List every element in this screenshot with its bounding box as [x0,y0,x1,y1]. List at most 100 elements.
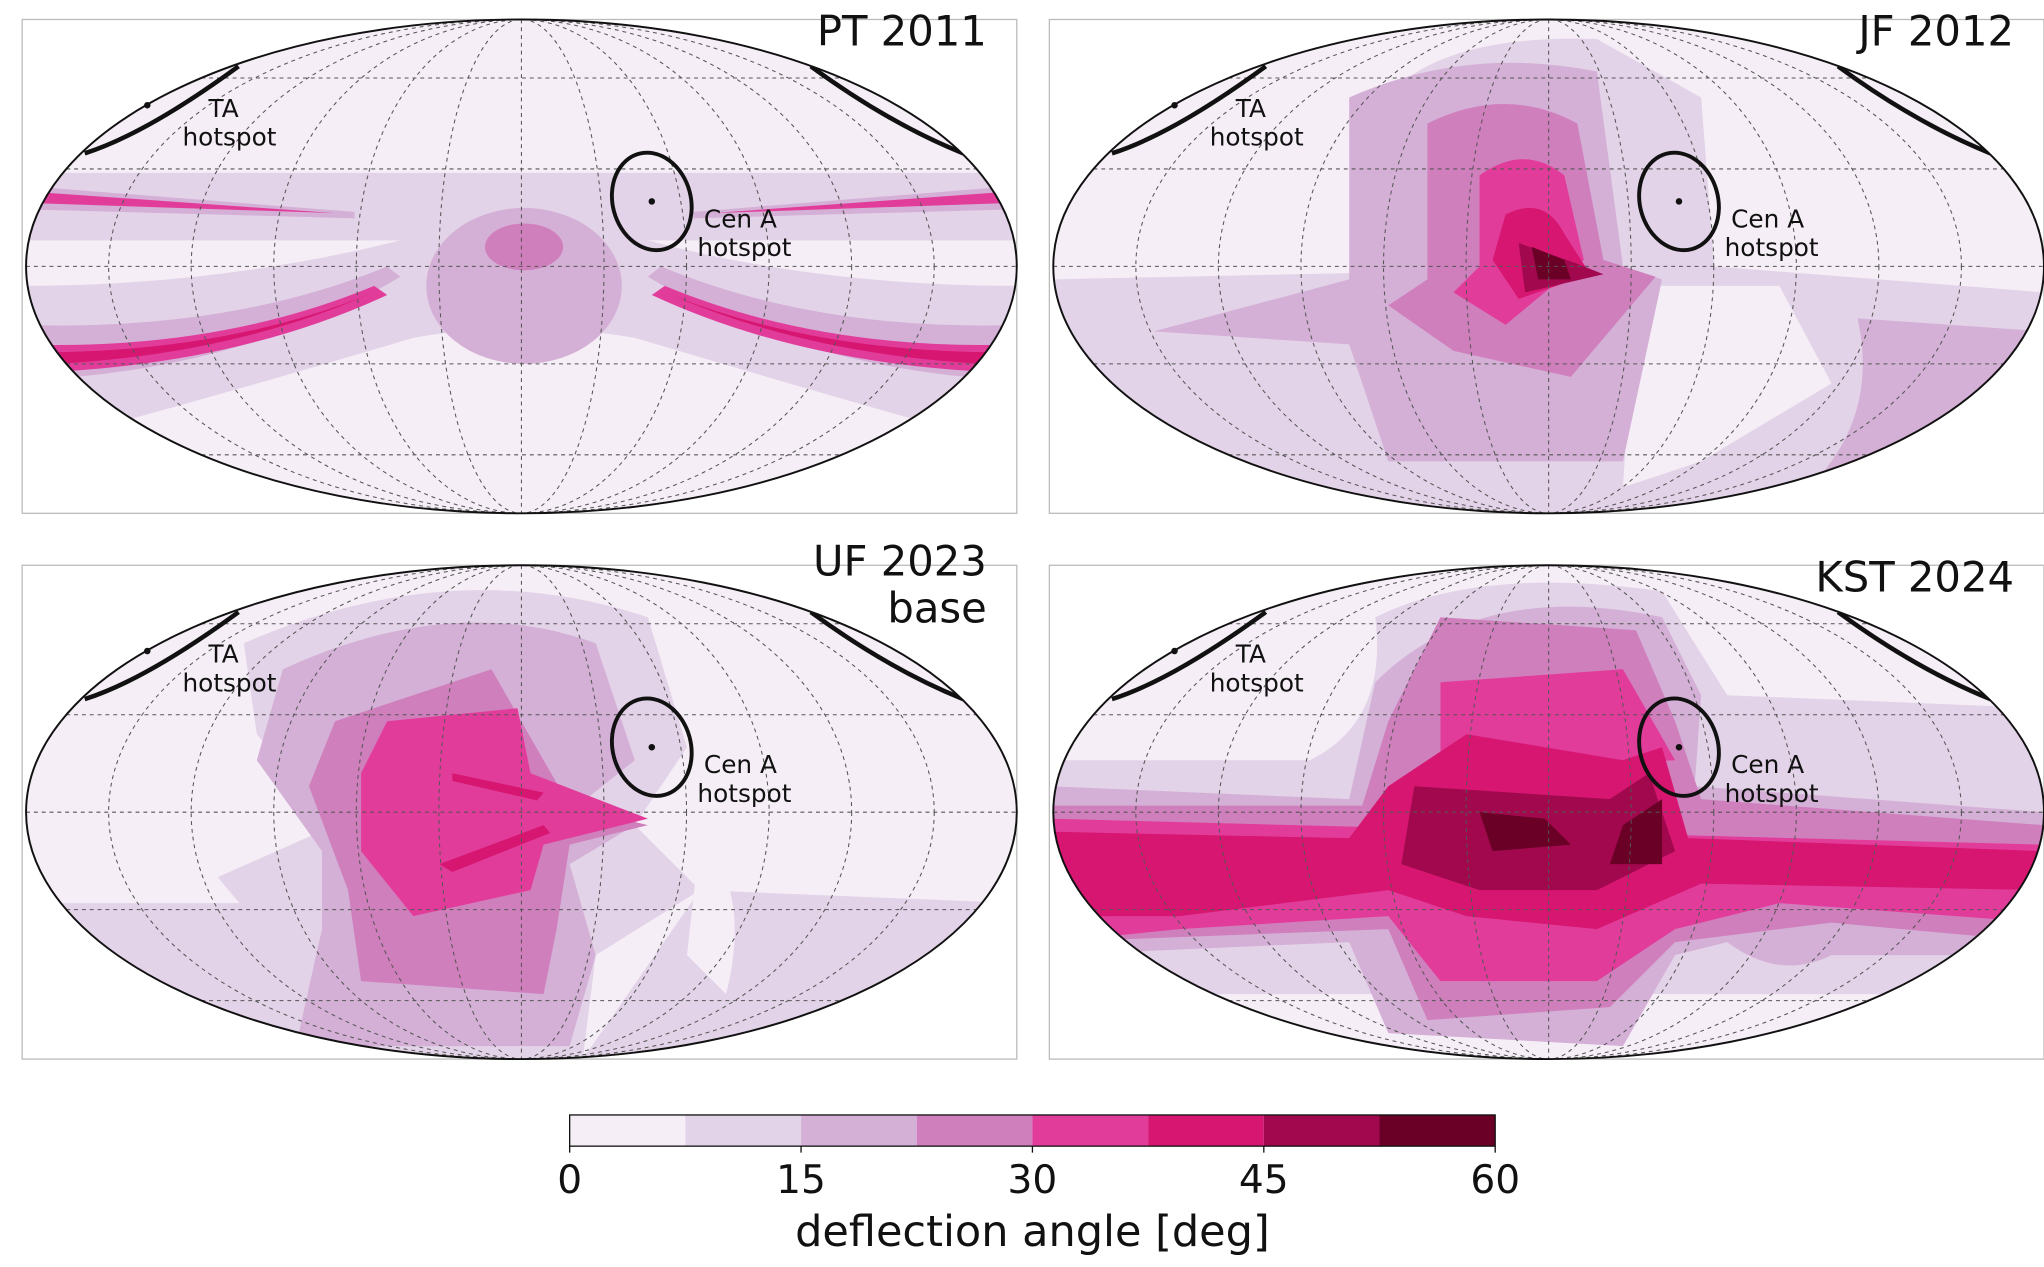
sky-map [1053,19,2044,514]
cena-center [648,743,656,751]
deflection-contour [26,217,1017,449]
graticule-meridian [1383,19,1715,514]
graticule-meridian [190,19,853,514]
colorbar-segment [685,1114,802,1147]
ta-hotspot [1836,64,1992,156]
colorbar-segment [1032,1114,1149,1147]
cena-center [1675,198,1683,205]
graticule-meridian [355,19,688,514]
cena-label: Cen A [704,750,777,779]
graticule-meridian [108,565,935,1060]
cena-label: Cen A [1731,204,1804,233]
colorbar-tick-label: 60 [1470,1158,1520,1203]
graticule-meridian [438,19,605,514]
colorbar-segment [916,1114,1033,1147]
cena-hotspot [609,150,694,253]
ta-label: hotspot [1210,123,1304,152]
graticule-meridian [1135,565,1962,1060]
cena-label: hotspot [697,779,791,808]
ta-label: TA [208,640,239,669]
panel-title: UF 2023 [813,537,987,586]
ta-label: TA [208,94,239,123]
panel-title: PT 2011 [817,7,987,56]
ta-hotspot [84,610,240,702]
deflection-contour [452,773,544,801]
cena-hotspot [609,696,694,798]
map-outline [25,564,1018,1061]
deflection-contour [1609,799,1663,865]
colorbar-segment [1379,1114,1496,1147]
cena-label: hotspot [1725,233,1819,262]
graticule-meridian [1465,565,1632,1060]
colorbar-tick-label: 30 [1008,1158,1058,1203]
cena-label: hotspot [697,233,791,262]
ta-label: TA [1235,94,1266,123]
graticule-meridian [108,19,935,514]
deflection-contour [426,207,622,364]
ta-label: hotspot [183,123,277,152]
graticule-meridian [1465,19,1632,514]
graticule-meridian [1383,565,1715,1060]
cena-label: Cen A [1731,750,1804,779]
graticule-meridian [1217,19,1880,514]
ta-hotspot [1836,610,1992,702]
sky-map [1053,565,2044,1060]
colorbar-segment [569,1114,686,1147]
deflection-contour [439,825,551,872]
graticule-meridian [1300,19,1797,514]
deflection-contour [1622,285,1832,488]
ta-label: TA [1235,640,1266,669]
colorbar-tick-label: 45 [1239,1158,1289,1203]
graticule-meridian [355,565,688,1060]
colorbar-segment [1148,1114,1264,1147]
panel-title: JF 2012 [1855,7,2014,56]
graticule-meridian [273,19,770,514]
deflection-contour [686,838,735,995]
sky-map [26,19,1017,514]
deflection-contour [1479,812,1571,852]
colorbar-segment [801,1114,917,1147]
deflection-contour [26,903,349,1060]
graticule-meridian [273,565,770,1060]
panel-title: base [887,584,986,633]
deflection-contour [26,191,336,214]
ta-hotspot [809,610,965,702]
graticule-meridian [1135,19,1962,514]
panel-title: KST 2024 [1815,552,2014,601]
colorbar-tick-label: 15 [776,1158,826,1203]
ta-center [144,102,151,109]
ta-hotspot [1111,64,1268,156]
map-outline [1052,18,2044,515]
cena-hotspot [1637,696,1721,798]
graticule-meridian [438,565,605,1060]
cena-hotspot [1637,150,1721,253]
deflection-contour [26,172,1017,241]
colorbar-label: deflection angle [deg] [795,1207,1270,1257]
map-outline [25,18,1018,515]
ta-hotspot [809,64,965,156]
ta-center [144,647,151,655]
colorbar-tick-label: 0 [557,1158,582,1203]
graticule-meridian [1217,565,1880,1060]
cena-center [1675,743,1683,751]
graticule-meridian [190,565,853,1060]
colorbar-segment [1263,1114,1380,1147]
sky-map [26,565,1017,1060]
ta-center [1171,102,1178,109]
graticule-meridian [1300,565,1797,1060]
deflection-contour [1531,246,1571,280]
ta-center [1171,647,1178,655]
deflection-contour [484,223,564,271]
ta-label: hotspot [1210,668,1304,697]
ta-label: hotspot [183,668,277,697]
cena-label: Cen A [704,204,777,233]
cena-label: hotspot [1725,779,1819,808]
ta-hotspot [84,64,240,156]
map-outline [1052,564,2044,1060]
ta-hotspot [1111,610,1268,702]
